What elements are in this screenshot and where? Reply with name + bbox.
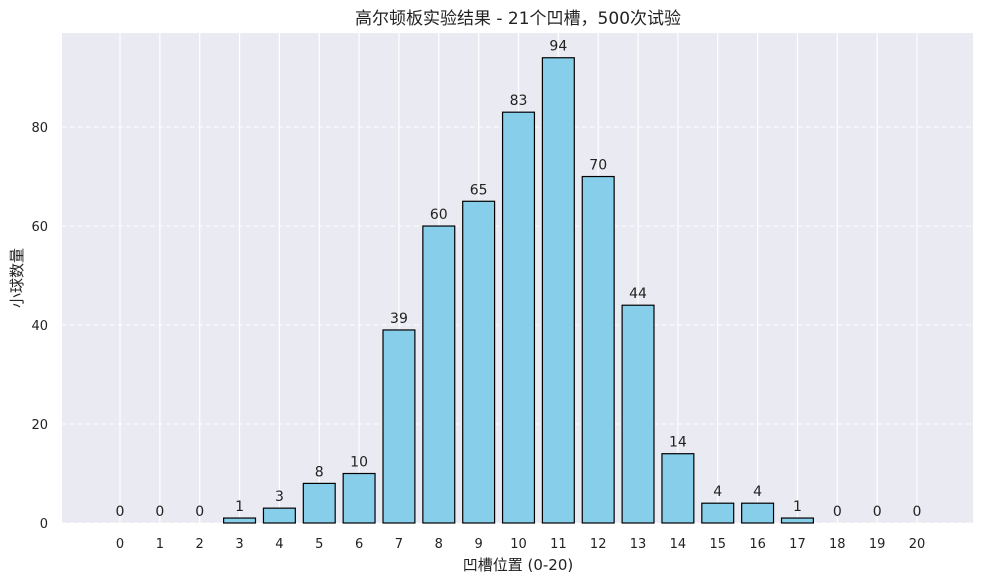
data-label-6: 10 — [350, 455, 368, 471]
x-tick-label: 13 — [630, 537, 647, 552]
bar-7 — [382, 329, 416, 524]
data-label-7: 39 — [390, 311, 408, 327]
bar-8 — [422, 225, 456, 524]
x-tick-label: 12 — [590, 537, 607, 552]
data-label-4: 3 — [275, 489, 284, 505]
y-tick-label: 40 — [31, 319, 48, 334]
bar-16 — [741, 502, 775, 524]
data-label-17: 1 — [793, 499, 802, 515]
x-tick-label: 3 — [235, 537, 243, 552]
bar-17 — [780, 517, 814, 524]
data-label-0: 0 — [116, 504, 125, 520]
x-tick-label: 18 — [829, 537, 846, 552]
x-tick-label: 9 — [475, 537, 483, 552]
x-tick-label: 17 — [789, 537, 806, 552]
data-label-5: 8 — [315, 464, 324, 480]
data-label-19: 0 — [873, 504, 882, 520]
data-label-3: 1 — [235, 499, 244, 515]
data-label-9: 65 — [470, 182, 488, 198]
data-label-18: 0 — [833, 504, 842, 520]
bar-15 — [701, 502, 735, 524]
bar-12 — [581, 175, 615, 524]
data-label-15: 4 — [713, 484, 722, 500]
x-tick-label: 7 — [395, 537, 403, 552]
bar-11 — [541, 57, 575, 524]
x-tick-label: 14 — [670, 537, 687, 552]
y-axis-label: 小球数量 — [8, 248, 26, 308]
x-tick-label: 15 — [709, 537, 726, 552]
data-label-16: 4 — [753, 484, 762, 500]
x-tick-labels: 0 1 2 3 4 5 6 7 8 9 10 11 12 13 14 15 16 17 18 19 20 — [116, 537, 925, 552]
x-tick-label: 0 — [116, 537, 124, 552]
bar-10 — [501, 111, 536, 524]
x-tick-label: 2 — [196, 537, 204, 552]
x-tick-label: 20 — [909, 537, 926, 552]
x-tick-label: 4 — [275, 537, 283, 552]
y-tick-label: 20 — [31, 418, 48, 433]
x-tick-label: 1 — [156, 537, 164, 552]
bar-13 — [621, 304, 655, 524]
x-tick-label: 10 — [510, 537, 527, 552]
data-label-20: 0 — [913, 504, 922, 520]
bar-9 — [462, 200, 496, 524]
data-label-14: 14 — [669, 435, 687, 451]
data-label-11: 94 — [549, 39, 567, 55]
bar-14 — [661, 453, 695, 524]
data-label-13: 44 — [629, 286, 647, 302]
data-label-10: 83 — [510, 93, 528, 109]
x-tick-label: 11 — [550, 537, 567, 552]
x-tick-label: 19 — [869, 537, 886, 552]
bar-6 — [342, 472, 376, 524]
bars — [223, 57, 814, 524]
x-tick-label: 8 — [435, 537, 443, 552]
bar-5 — [302, 482, 336, 524]
data-label-2: 0 — [195, 504, 204, 520]
data-label-8: 60 — [430, 207, 448, 223]
x-tick-label: 5 — [315, 537, 323, 552]
x-tick-label: 16 — [749, 537, 766, 552]
bar-4 — [262, 507, 296, 524]
y-tick-label: 0 — [40, 517, 48, 532]
data-label-1: 0 — [155, 504, 164, 520]
y-tick-labels: 0 20 40 60 80 — [31, 121, 48, 532]
bar-3 — [223, 517, 257, 524]
x-tick-label: 6 — [355, 537, 363, 552]
data-label-12: 70 — [589, 158, 607, 174]
y-tick-label: 80 — [31, 121, 48, 136]
x-axis-label: 凹槽位置 (0-20) — [463, 556, 574, 574]
y-tick-label: 60 — [31, 220, 48, 235]
chart-title: 高尔顿板实验结果 - 21个凹槽，500次试验 — [355, 9, 681, 29]
